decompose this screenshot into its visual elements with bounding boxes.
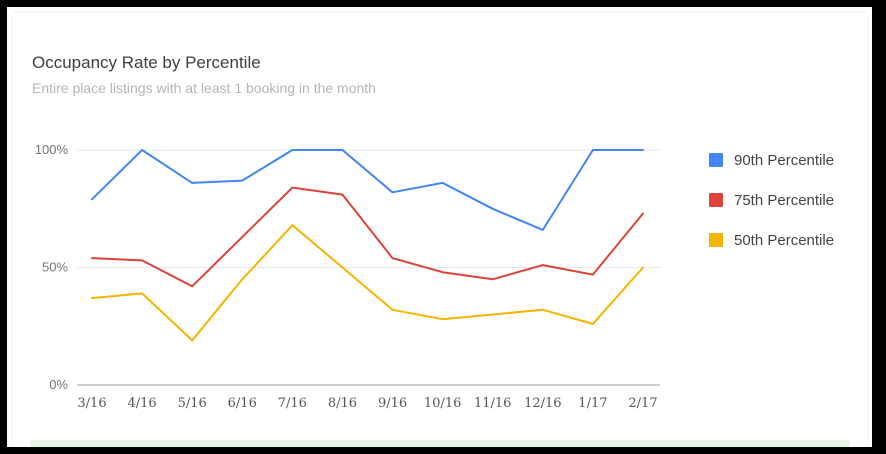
series-line: [91, 149, 644, 231]
x-tick-label: 4/16: [127, 396, 156, 411]
legend-swatch: [709, 233, 723, 247]
series-lines: [91, 149, 644, 342]
x-tick-label: 3/16: [77, 396, 106, 411]
y-tick-label: 0%: [49, 377, 68, 392]
next-card-edge: [30, 440, 850, 447]
y-axis-ticks: 0% 50% 100%: [35, 142, 69, 392]
legend-label: 50th Percentile: [734, 232, 834, 249]
y-tick-label: 100%: [35, 142, 69, 157]
x-tick-label: 7/16: [278, 396, 307, 411]
x-tick-label: 5/16: [178, 396, 207, 411]
series-line: [91, 186, 644, 288]
x-tick-label: 10/16: [424, 396, 461, 411]
legend-label: 90th Percentile: [734, 152, 834, 169]
y-tick-label: 50%: [42, 260, 68, 275]
series-line: [91, 224, 644, 342]
legend: 90th Percentile 75th Percentile 50th Perce…: [709, 152, 834, 249]
legend-label: 75th Percentile: [734, 192, 834, 209]
x-tick-label: 11/16: [474, 396, 511, 411]
x-tick-label: 1/17: [578, 396, 607, 411]
legend-swatch: [709, 193, 723, 207]
chart-subtitle: Entire place listings with at least 1 bo…: [32, 80, 376, 96]
x-axis-ticks: 3/16 4/16 5/16 6/16 7/16 8/16 9/16 10/16 11/16 12…: [77, 396, 657, 411]
x-tick-label: 12/16: [524, 396, 561, 411]
chart-card: [13, 13, 867, 447]
x-tick-label: 9/16: [378, 396, 407, 411]
gridlines: [77, 149, 660, 386]
x-tick-label: 6/16: [228, 396, 257, 411]
x-tick-label: 2/17: [628, 396, 657, 411]
x-tick-label: 8/16: [328, 396, 357, 411]
legend-swatch: [709, 153, 723, 167]
chart-title: Occupancy Rate by Percentile: [32, 53, 261, 72]
